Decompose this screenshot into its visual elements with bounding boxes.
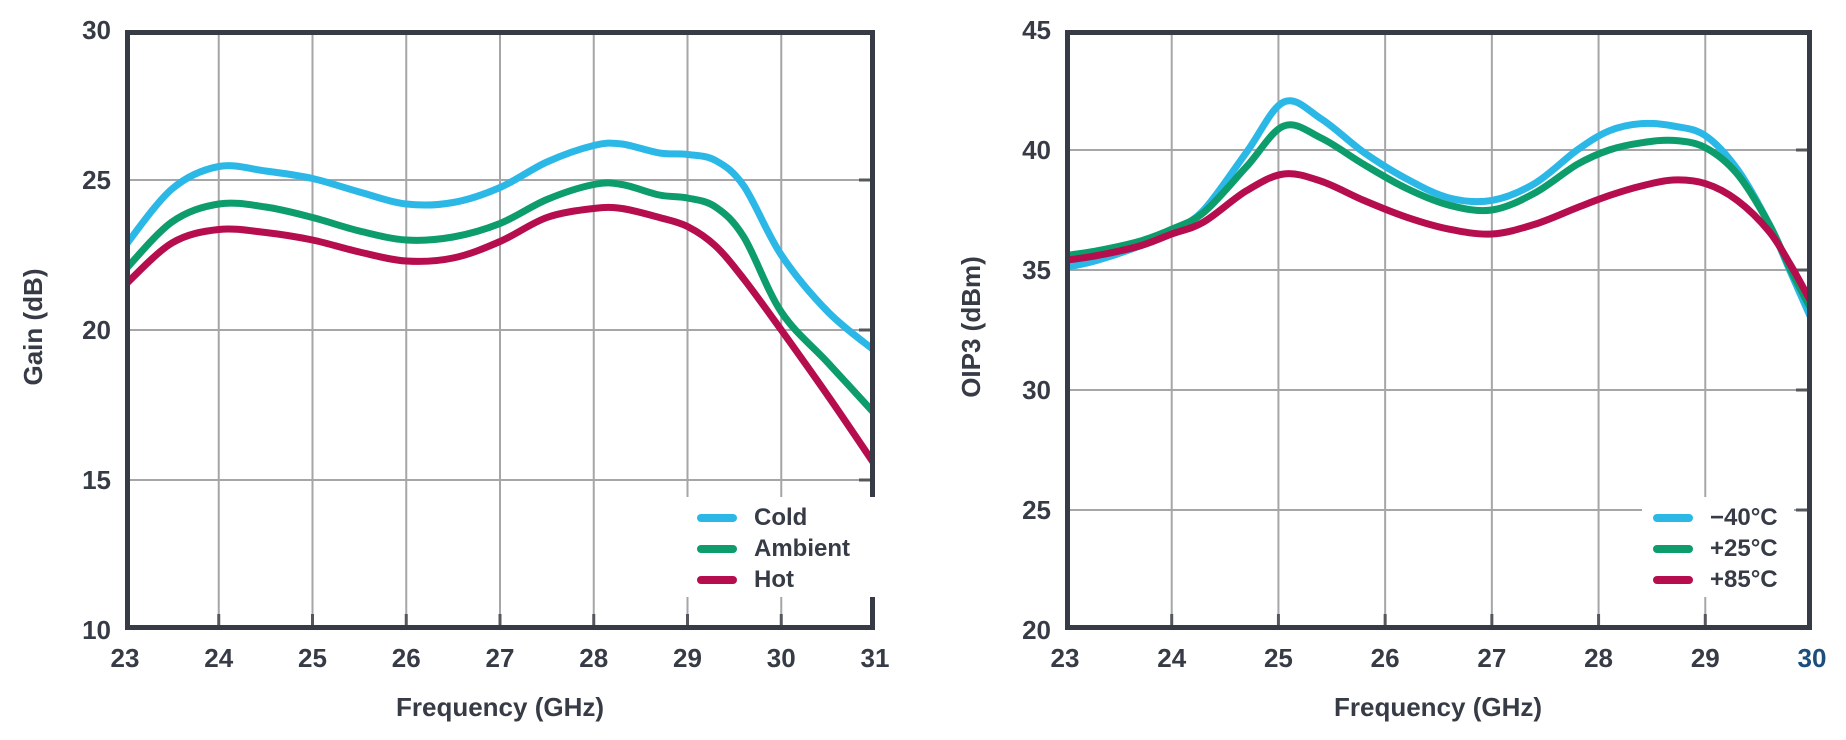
right-chart-y-tick-25: 25 [1022,495,1051,525]
right-chart-x-tick-27: 27 [1477,643,1507,673]
right-chart-legend: −40°C +25°C +85°C [1642,497,1794,597]
left-chart-x-tick-28: 28 [579,643,609,673]
right-chart-x-tick-30: 30 [1797,643,1827,673]
left-chart-y-tick-10: 10 [82,615,111,645]
right-chart-y-tick-20: 20 [1022,615,1051,645]
right-chart-frame [1065,30,1812,630]
right-chart-plot [1065,30,1812,630]
legend-item-hot: Hot [697,568,875,592]
legend-label: Ambient [754,535,850,562]
legend-label: +85°C [1710,566,1778,593]
right-chart-x-tick-25: 25 [1263,643,1293,673]
left-chart-plot [125,30,875,630]
left-chart-series-ambient [129,179,871,415]
left-chart-y-tick-20: 20 [82,315,111,345]
legend-item-cold: Cold [697,506,875,530]
right-chart-series--40-c [1069,97,1808,321]
right-chart-series--85-c [1069,170,1808,304]
left-chart-y-tick-15: 15 [82,465,111,495]
right-chart-y-tick-30: 30 [1022,375,1051,405]
left-chart-legend: Cold Ambient Hot [681,497,875,597]
legend-label: −40°C [1710,504,1778,531]
legend-item--40-c: −40°C [1653,506,1794,530]
legend-label: Hot [754,566,794,593]
left-chart-x-tick-27: 27 [485,643,515,673]
legend-label: +25°C [1710,535,1778,562]
legend-item--85-c: +85°C [1653,568,1794,592]
legend-swatch-icon [697,576,737,584]
right-chart-x-tick-28: 28 [1584,643,1614,673]
right-chart-y-tick-40: 40 [1022,135,1051,165]
legend-item-ambient: Ambient [697,537,875,561]
legend-swatch-icon [697,545,737,553]
legend-label: Cold [754,504,808,531]
left-chart-x-tick-31: 31 [860,643,890,673]
legend-item--25-c: +25°C [1653,537,1794,561]
left-chart-series-cold [129,139,871,353]
left-chart-x-tick-23: 23 [110,643,140,673]
legend-swatch-icon [1653,576,1693,584]
right-chart-x-tick-23: 23 [1050,643,1080,673]
left-chart-series-hot [129,203,871,466]
right-chart-x-tick-29: 29 [1690,643,1720,673]
left-chart-x-axis-title: Frequency (GHz) [395,692,605,722]
left-chart-x-tick-26: 26 [391,643,421,673]
right-chart-x-tick-24: 24 [1157,643,1187,673]
legend-swatch-icon [1653,514,1693,522]
left-chart-y-tick-30: 30 [82,15,111,45]
left-chart-x-tick-24: 24 [204,643,234,673]
legend-swatch-icon [1653,545,1693,553]
right-chart-series--25-c [1069,121,1808,311]
right-chart-y-tick-35: 35 [1022,255,1051,285]
right-chart-x-axis-title: Frequency (GHz) [1333,692,1543,722]
right-chart-y-tick-45: 45 [1022,15,1051,45]
legend-swatch-icon [697,514,737,522]
left-chart-x-tick-30: 30 [766,643,796,673]
right-chart-x-tick-26: 26 [1370,643,1400,673]
left-chart-y-tick-25: 25 [82,165,111,195]
left-chart-frame [125,30,875,630]
left-chart-x-tick-29: 29 [673,643,702,673]
left-chart-x-tick-25: 25 [298,643,327,673]
